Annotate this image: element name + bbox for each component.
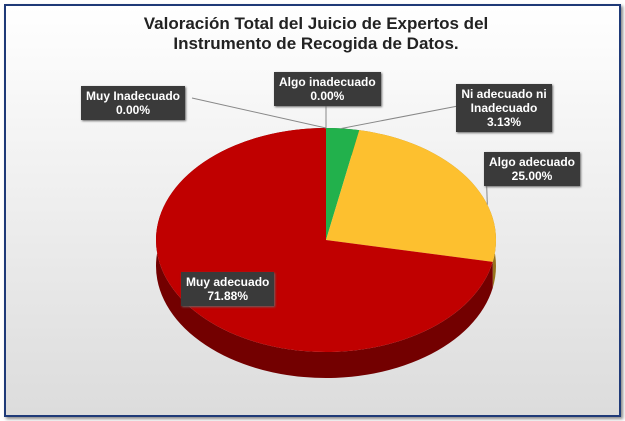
chart: Valoración Total del Juicio de Expertos … bbox=[4, 4, 621, 417]
label-value: 25.00% bbox=[511, 169, 553, 183]
data-label: Muy adecuado 71.88% bbox=[181, 272, 275, 306]
data-label: Algo adecuado 25.00% bbox=[484, 152, 581, 186]
label-value: 3.13% bbox=[486, 115, 522, 129]
label-category: Ni adecuado ni Inadecuado bbox=[461, 87, 547, 115]
pie-plot bbox=[156, 97, 497, 378]
data-label: Muy Inadecuado 0.00% bbox=[81, 86, 186, 120]
leader-line bbox=[341, 105, 459, 129]
label-value: 71.88% bbox=[207, 289, 249, 303]
leader-line bbox=[191, 97, 327, 129]
label-value: 0.00% bbox=[310, 89, 345, 103]
slice bbox=[326, 128, 360, 240]
data-label: Ni adecuado ni Inadecuado 3.13% bbox=[456, 84, 552, 132]
chart-title: Valoración Total del Juicio de Expertos … bbox=[143, 14, 489, 53]
label-category: Muy adecuado bbox=[186, 275, 270, 289]
data-label: Algo inadecuado 0.00% bbox=[274, 72, 381, 106]
label-value: 0.00% bbox=[115, 103, 151, 117]
label-category: Muy Inadecuado bbox=[86, 89, 181, 103]
label-category: Algo adecuado bbox=[489, 155, 576, 169]
label-category: Algo inadecuado bbox=[279, 75, 376, 89]
slice bbox=[326, 130, 496, 262]
